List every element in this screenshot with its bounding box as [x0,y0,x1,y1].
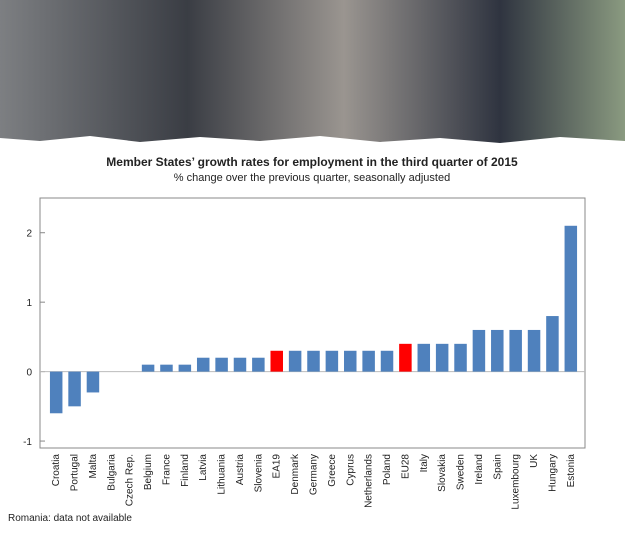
x-tick-label: Latvia [198,454,209,481]
x-tick-label: Malta [88,454,99,479]
x-tick-label: EU28 [400,454,411,479]
x-tick-label: Netherlands [364,454,375,508]
bar [68,371,81,407]
x-tick-label: EA19 [272,454,283,479]
x-tick-label: Slovakia [437,454,448,492]
bar [435,343,449,372]
bar [509,329,522,372]
y-tick-label: 1 [26,298,32,309]
x-tick-label: Ireland [474,454,485,485]
x-tick-label: Portugal [70,454,81,491]
bar [399,343,412,372]
x-tick-label: Poland [382,454,393,485]
bar [86,371,100,393]
bar [472,329,486,372]
x-tick-label: UK [529,454,540,468]
x-tick-label: Luxembourg [511,454,522,510]
x-tick-label: Slovenia [253,454,264,493]
x-tick-label: Croatia [51,454,62,487]
x-tick-label: Cyprus [345,454,356,486]
bar [380,350,394,372]
bar [233,357,247,372]
x-tick-label: Bulgaria [106,454,117,491]
bar [344,350,357,372]
bar [49,371,63,414]
bar [546,316,559,372]
bar [362,350,375,372]
bar [288,350,302,372]
x-tick-label: Austria [235,454,246,486]
bar [491,329,504,372]
plot-frame [39,197,586,449]
chart-subtitle: % change over the previous quarter, seas… [174,172,450,184]
y-tick-label: 0 [26,368,32,379]
bar [564,225,578,372]
bar [307,350,320,372]
bar [141,364,155,372]
bar [527,329,541,372]
bar [196,357,210,372]
x-tick-label: Czech Rep. [125,454,136,506]
bar [215,357,228,372]
x-tick-label: Greece [327,454,338,487]
x-tick-label: Sweden [456,454,467,490]
x-tick-label: Lithuania [217,454,228,495]
y-tick-label: 2 [26,229,32,240]
bar [325,350,339,372]
bar [270,350,283,372]
x-tick-label: Italy [419,454,430,472]
x-tick-label: Estonia [566,454,577,488]
chart-title: Member States’ growth rates for employme… [106,155,518,169]
bar [417,343,431,372]
y-tick-label: -1 [23,437,32,448]
x-tick-label: Spain [492,454,503,480]
footnote: Romania: data not available [8,513,132,524]
bar [160,364,173,372]
x-tick-label: Denmark [290,453,301,495]
bar [178,364,192,372]
x-tick-label: Finland [180,454,191,487]
torn-edge [0,136,625,150]
x-tick-label: Belgium [143,454,154,490]
x-tick-label: France [161,454,172,486]
bar [454,343,467,372]
x-tick-label: Hungary [547,454,558,492]
bar [252,357,265,372]
x-tick-label: Germany [309,454,320,495]
photo [0,0,625,150]
